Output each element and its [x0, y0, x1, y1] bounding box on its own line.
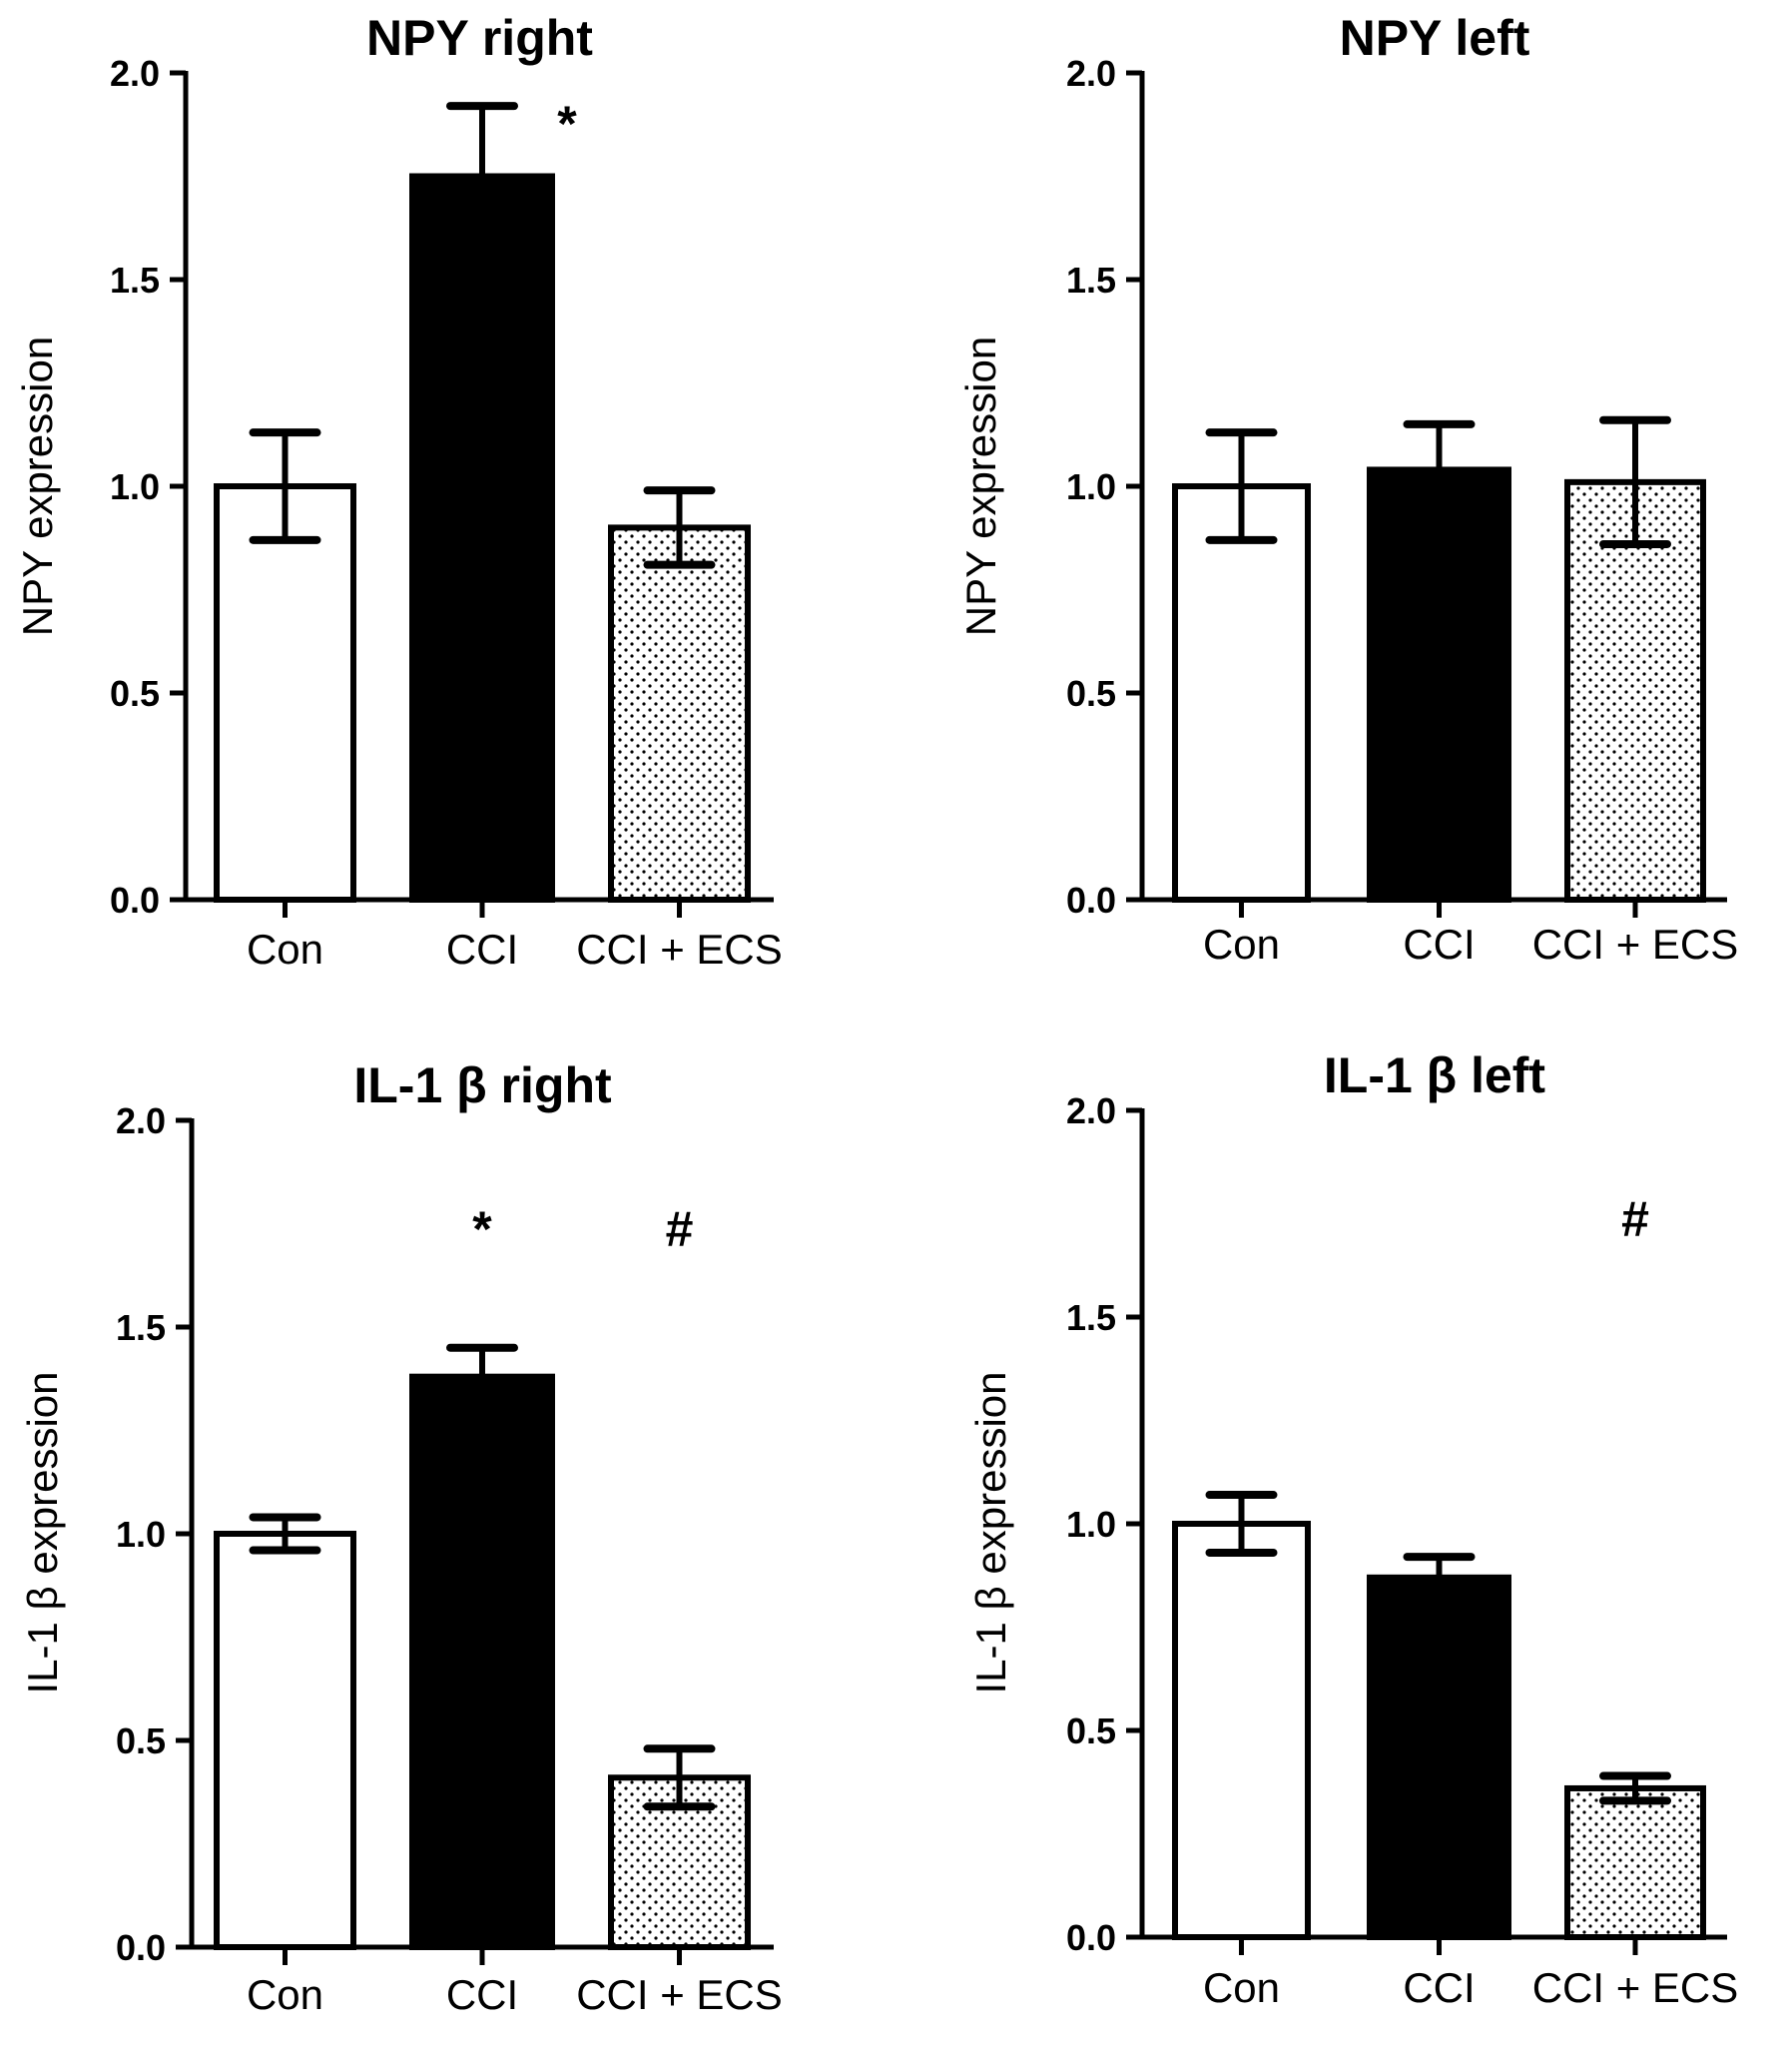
bar-con: [1172, 483, 1311, 903]
y-tick-label: 1.0: [110, 466, 160, 507]
x-tick-label: CCI: [446, 1971, 518, 2018]
y-tick-label: 0.5: [116, 1720, 166, 1761]
y-tick-label: 2.0: [116, 1100, 166, 1141]
x-tick-label: Con: [247, 1971, 323, 2018]
bar-con: [214, 1531, 356, 1950]
bar-cci-ecs: [1564, 1784, 1706, 1940]
x-tick-label: CCI: [1403, 921, 1475, 968]
bar-cci-ecs: [608, 524, 751, 904]
y-axis-label: NPY expression: [14, 337, 61, 636]
bar-con: [1172, 1521, 1311, 1940]
x-tick-label: CCI + ECS: [1532, 921, 1739, 968]
significance-marker: *: [472, 1201, 492, 1257]
y-tick-label: 1.5: [1066, 260, 1116, 301]
y-axis-label: IL-1 β expression: [19, 1372, 66, 1695]
y-tick-label: 2.0: [1066, 1090, 1116, 1131]
x-tick-label: CCI: [446, 926, 518, 973]
y-tick-label: 0.5: [1066, 673, 1116, 714]
bar-cci: [1367, 466, 1511, 903]
x-tick-label: CCI: [1403, 1964, 1475, 2011]
y-tick-label: 1.5: [110, 260, 160, 301]
y-tick-label: 1.5: [116, 1307, 166, 1348]
y-tick-label: 0.0: [1066, 880, 1116, 921]
y-tick-label: 1.0: [116, 1514, 166, 1555]
chart-title: IL-1 β left: [1324, 1047, 1546, 1103]
bar-cci: [1367, 1574, 1511, 1940]
x-tick-label: Con: [1203, 921, 1280, 968]
significance-marker: #: [666, 1201, 694, 1257]
chart-panel-1: NPY right NPY expression 0.0 0.5 1.0 1.5 2.0 Co…: [14, 10, 783, 973]
x-tick-label: CCI + ECS: [1532, 1964, 1739, 2011]
chart-panel-3: IL-1 β right IL-1 β expression 0.0 0.5 1.0 1.…: [19, 1057, 783, 2018]
chart-panel-2: NPY left NPY expression 0.0 0.5 1.0 1.5 2.0 Con…: [957, 10, 1738, 968]
bar-cci: [409, 173, 555, 903]
y-axis-label: IL-1 β expression: [967, 1372, 1014, 1695]
y-tick-label: 2.0: [1066, 53, 1116, 94]
x-tick-label: CCI + ECS: [576, 926, 783, 973]
y-tick-label: 1.0: [1066, 1504, 1116, 1545]
y-tick-label: 1.5: [1066, 1297, 1116, 1338]
y-axis-label: NPY expression: [957, 337, 1004, 636]
bar-con: [214, 483, 356, 903]
chart-title: IL-1 β right: [353, 1057, 612, 1113]
y-tick-label: 1.0: [1066, 466, 1116, 507]
y-tick-label: 0.5: [110, 673, 160, 714]
y-tick-label: 0.0: [116, 1927, 166, 1968]
y-tick-label: 0.5: [1066, 1710, 1116, 1751]
significance-marker: #: [1621, 1191, 1649, 1247]
chart-title: NPY left: [1340, 10, 1530, 66]
x-tick-label: Con: [1203, 1964, 1280, 2011]
y-tick-label: 0.0: [1066, 1917, 1116, 1958]
x-tick-label: Con: [247, 926, 323, 973]
bar-cci: [409, 1373, 555, 1951]
x-tick-label: CCI + ECS: [576, 1971, 783, 2018]
chart-title: NPY right: [366, 10, 593, 66]
y-tick-label: 0.0: [110, 880, 160, 921]
significance-marker: *: [557, 96, 577, 152]
y-tick-label: 2.0: [110, 53, 160, 94]
chart-panel-4: IL-1 β left IL-1 β expression 0.0 0.5 1.0 1.5…: [967, 1047, 1738, 2011]
